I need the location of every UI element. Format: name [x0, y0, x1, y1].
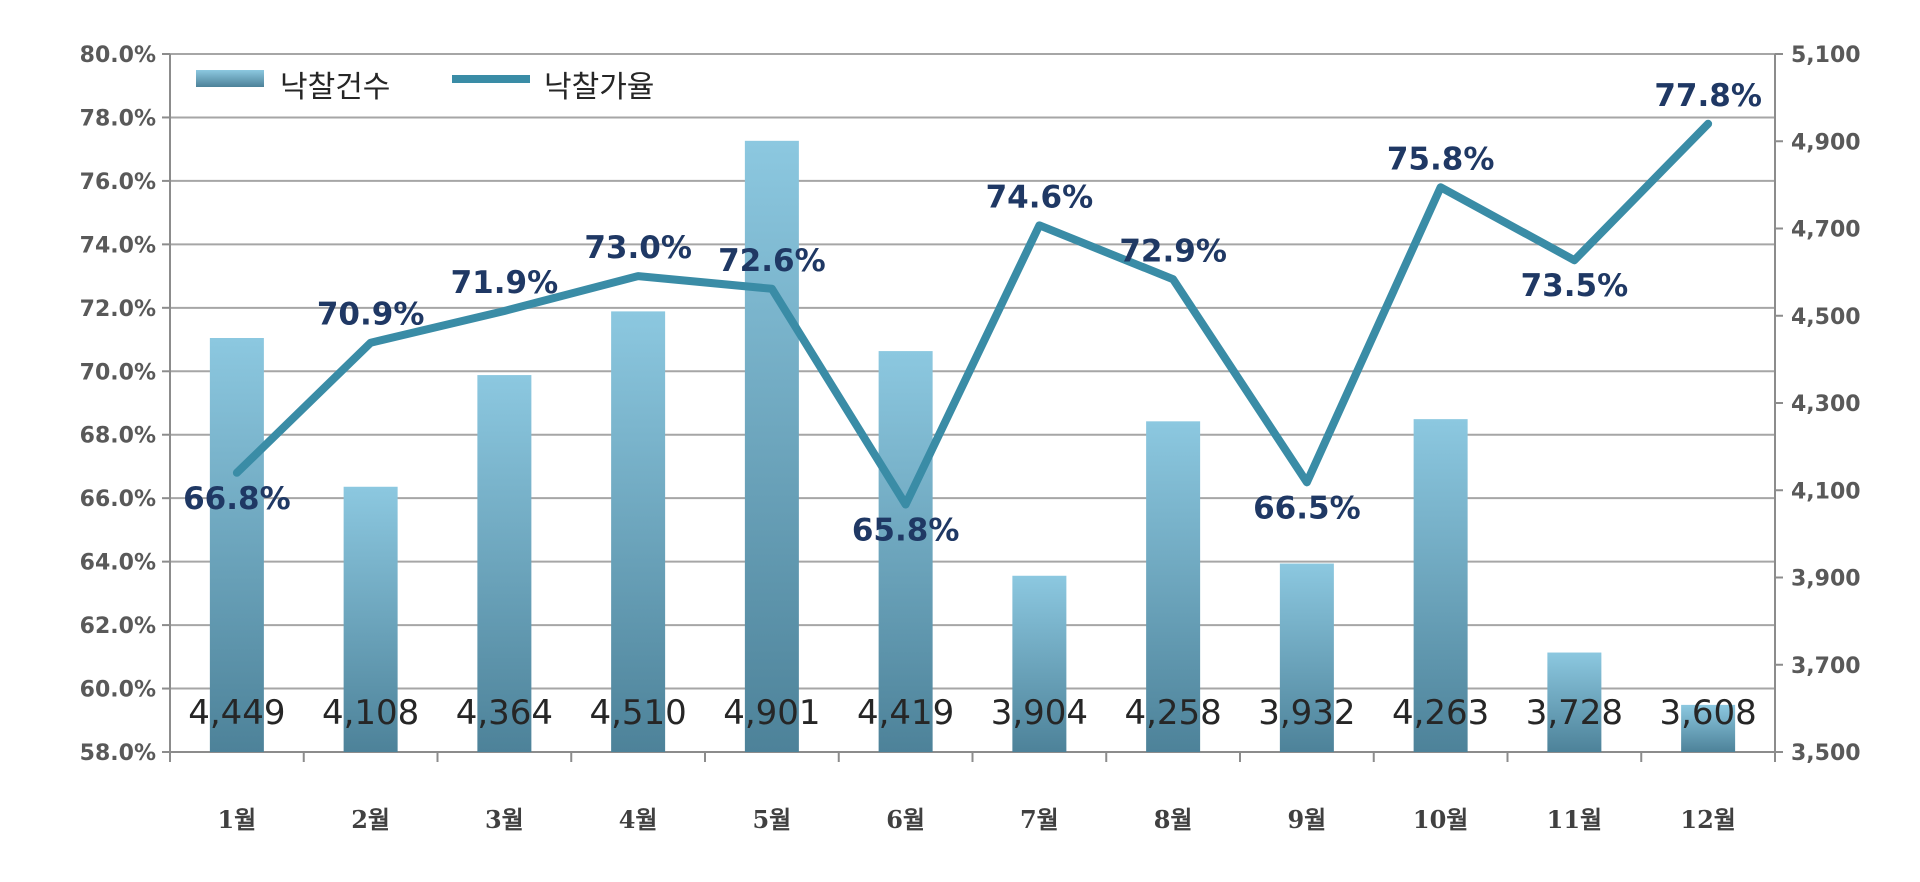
- bar-value-label: 4,258: [1124, 693, 1221, 733]
- right-tick-label: 4,300: [1791, 392, 1861, 417]
- right-tick-label: 3,700: [1791, 654, 1861, 679]
- right-tick-label: 3,900: [1791, 567, 1861, 592]
- bar: [1146, 421, 1201, 752]
- x-tick-label: 12월: [1680, 805, 1735, 834]
- x-tick-label: 5월: [752, 805, 791, 834]
- line-value-label: 77.8%: [1654, 78, 1762, 114]
- left-tick-label: 66.0%: [80, 487, 156, 512]
- bar-value-label: 4,449: [188, 693, 285, 733]
- line-value-label: 72.9%: [1119, 233, 1227, 269]
- legend-label-bar: 낙찰건수: [280, 70, 390, 105]
- bar: [209, 337, 264, 752]
- line-point: [902, 501, 909, 508]
- line-value-label: 73.0%: [584, 230, 692, 266]
- left-tick-label: 68.0%: [80, 424, 156, 449]
- line-value-label: 65.8%: [852, 513, 960, 549]
- left-tick-label: 60.0%: [80, 678, 156, 703]
- line-point: [1036, 222, 1043, 229]
- right-tick-label: 4,900: [1791, 130, 1861, 155]
- line-value-label: 66.8%: [183, 481, 291, 517]
- right-tick-label: 4,700: [1791, 218, 1861, 243]
- bar: [343, 486, 398, 752]
- left-tick-label: 70.0%: [80, 360, 156, 385]
- left-tick-label: 80.0%: [80, 43, 156, 68]
- x-tick-label: 11월: [1547, 805, 1602, 834]
- line-value-label: 72.6%: [718, 243, 826, 279]
- line-point: [1437, 184, 1444, 191]
- x-tick-label: 9월: [1287, 805, 1326, 834]
- bar: [878, 351, 933, 752]
- right-tick-label: 4,100: [1791, 479, 1861, 504]
- line-point: [1170, 276, 1177, 283]
- line-point: [635, 273, 642, 280]
- bar: [1681, 704, 1736, 752]
- left-tick-label: 76.0%: [80, 170, 156, 195]
- bar: [611, 311, 666, 752]
- line-value-label: 70.9%: [317, 297, 425, 333]
- line-value-label: 75.8%: [1387, 141, 1495, 177]
- line-point: [233, 469, 240, 476]
- line-point: [1303, 479, 1310, 486]
- x-tick-label: 10월: [1413, 805, 1468, 834]
- bar-labels: 4,449 4,108 4,364 4,510 4,901 4,419 3,904 4,258…: [188, 693, 1757, 733]
- rate-line: [232, 119, 1713, 509]
- bar: [744, 140, 799, 753]
- left-tick-label: 62.0%: [80, 614, 156, 639]
- bar-value-label: 4,263: [1392, 693, 1489, 733]
- bar-value-label: 3,728: [1526, 693, 1623, 733]
- legend-label-line: 낙찰가율: [544, 70, 654, 105]
- legend: 낙찰건수 낙찰가율: [196, 70, 654, 105]
- bar: [1279, 563, 1334, 752]
- left-tick-label: 74.0%: [80, 233, 156, 258]
- bar-value-label: 3,932: [1258, 693, 1355, 733]
- line-labels: 66.8% 70.9% 71.9% 73.0% 72.6% 65.8% 74.6% 72.9%…: [183, 78, 1762, 549]
- x-tick-label: 3월: [485, 805, 524, 834]
- bars: [209, 140, 1736, 753]
- line-point: [1571, 257, 1578, 264]
- x-tick-label: 1월: [217, 805, 256, 834]
- left-tick-label: 72.0%: [80, 297, 156, 322]
- bar: [1413, 419, 1468, 752]
- bar: [1547, 652, 1602, 752]
- bar-value-label: 3,904: [991, 693, 1088, 733]
- bar-value-label: 4,364: [456, 693, 553, 733]
- x-tick-label: 8월: [1154, 805, 1193, 834]
- line-value-label: 73.5%: [1521, 268, 1629, 304]
- bar-value-label: 4,108: [322, 693, 419, 733]
- right-tick-label: 4,500: [1791, 305, 1861, 330]
- right-tick-label: 5,100: [1791, 43, 1861, 68]
- line-value-label: 74.6%: [986, 179, 1094, 215]
- line-point: [1705, 120, 1712, 127]
- line-value-label: 71.9%: [451, 265, 559, 301]
- line-point: [501, 307, 508, 314]
- axes: 58.0% 60.0% 62.0% 64.0% 66.0% 68.0% 70.0% 72.0%…: [80, 43, 1861, 834]
- x-tick-label: 4월: [619, 805, 658, 834]
- x-tick-label: 2월: [351, 805, 390, 834]
- bar-value-label: 4,901: [723, 693, 820, 733]
- left-tick-label: 58.0%: [80, 741, 156, 766]
- right-tick-label: 3,500: [1791, 741, 1861, 766]
- bar-value-label: 4,510: [589, 693, 686, 733]
- left-tick-label: 78.0%: [80, 106, 156, 131]
- x-tick-label: 7월: [1020, 805, 1059, 834]
- left-tick-label: 64.0%: [80, 551, 156, 576]
- bar-value-label: 3,608: [1659, 693, 1756, 733]
- bar: [1012, 575, 1067, 752]
- rate-line-path: [232, 119, 1713, 509]
- x-tick-label: 6월: [886, 805, 925, 834]
- line-value-label: 66.5%: [1253, 490, 1361, 526]
- bar-value-label: 4,419: [857, 693, 954, 733]
- line-point: [768, 285, 775, 292]
- legend-swatch-bar: [196, 70, 264, 87]
- line-point: [367, 339, 374, 346]
- bar: [477, 375, 532, 752]
